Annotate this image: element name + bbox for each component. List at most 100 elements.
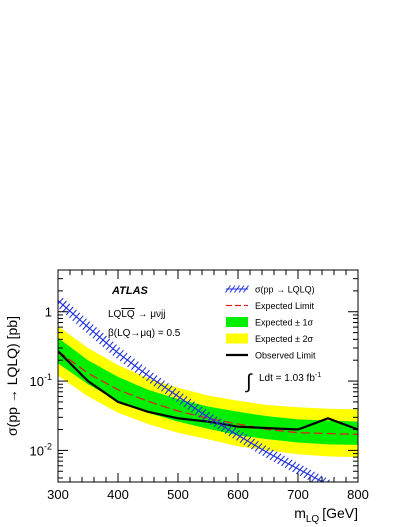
experiment-label: ATLAS	[111, 285, 149, 297]
hatch-mark	[95, 332, 104, 342]
hatch-mark	[142, 369, 151, 379]
hatch-mark	[59, 300, 67, 310]
legend-label: Expected ± 1σ	[255, 318, 313, 328]
x-tick-label: 600	[227, 487, 249, 502]
lumi-text: Ldt = 1.03 fb	[259, 373, 315, 384]
hatch-mark	[239, 434, 248, 443]
hatch-mark	[235, 432, 244, 441]
hatch-mark	[228, 427, 237, 437]
hatch-mark	[92, 329, 101, 339]
hatch-mark	[310, 473, 319, 482]
hatch-mark	[269, 451, 278, 461]
hatch-mark	[160, 382, 169, 392]
y-tick-label: 10-2	[30, 441, 52, 458]
hatch-mark	[75, 315, 84, 325]
hatch-mark	[284, 459, 293, 469]
hatch-mark	[65, 306, 74, 316]
hatch-mark	[115, 349, 124, 359]
hatch-mark	[295, 465, 304, 475]
y-tick-label: 10-1	[30, 372, 52, 389]
hatch-mark	[247, 438, 256, 448]
band-1sigma	[58, 337, 358, 445]
theory-hatch	[58, 297, 345, 496]
hatch-mark	[288, 461, 297, 471]
hatch-mark	[72, 312, 81, 322]
hatch-mark	[243, 436, 252, 446]
hatch-mark	[292, 463, 301, 473]
integral-sign: ∫	[245, 371, 253, 393]
legend: σ(pp → LQLQ) Expected Limit Expected ± 1σ E…	[225, 285, 316, 361]
x-axis-label-main: m	[294, 505, 306, 521]
x-tick-label: 300	[47, 487, 69, 502]
legend-item-theory: σ(pp → LQLQ)	[225, 285, 315, 295]
hatch-mark	[164, 385, 173, 395]
hatch-mark	[112, 347, 121, 356]
hatch-mark	[109, 344, 117, 353]
beta-label: β(LQ→μq) = 0.5	[108, 328, 181, 339]
hatch-mark	[265, 449, 274, 459]
legend-item-observed: Observed Limit	[226, 351, 316, 361]
process-overline: LQ	[121, 309, 135, 320]
hatch-mark	[153, 377, 162, 387]
hatch-mark	[179, 396, 188, 405]
hatch-mark	[198, 409, 207, 418]
expected-limit-line	[58, 350, 358, 436]
observed-limit-line	[58, 350, 358, 431]
hatch-mark	[62, 303, 71, 313]
hatch-mark	[209, 416, 218, 426]
hatch-mark	[127, 358, 136, 368]
legend-hatch-mark	[238, 285, 245, 293]
x-tick-label: 500	[167, 487, 189, 502]
legend-item-expected: Expected Limit	[226, 301, 315, 311]
plot-frame	[57, 269, 359, 483]
hatch-mark	[205, 414, 214, 423]
lumi-annotation: ∫ Ldt = 1.03 fb-1	[245, 371, 321, 393]
hatch-mark	[89, 327, 97, 336]
hatch-mark	[213, 418, 222, 428]
hatch-mark	[168, 388, 177, 397]
hatch-mark	[145, 372, 154, 382]
hatch-mark	[273, 453, 282, 463]
hatch-mark	[258, 445, 267, 454]
hatch-mark	[307, 471, 316, 481]
legend-hatch-mark	[229, 285, 236, 293]
hatch-mark	[250, 440, 259, 450]
lumi-exponent: -1	[315, 372, 321, 379]
hatch-mark	[338, 488, 345, 496]
legend-swatch	[226, 317, 248, 327]
hatch-mark	[123, 355, 132, 365]
plot-area	[58, 297, 358, 496]
x-tick-label: 700	[287, 487, 309, 502]
hatch-mark	[202, 411, 211, 421]
axes: 300 400 500 600 700 800 1 10-1 10-2	[30, 269, 369, 502]
x-axis-label-sub: LQ	[306, 514, 320, 525]
hatch-mark	[99, 335, 107, 345]
legend-swatch	[225, 285, 249, 293]
hatch-mark	[299, 467, 308, 477]
legend-hatch-mark	[234, 285, 240, 293]
hatch-mark	[190, 403, 199, 413]
process-suffix: → μνjj	[135, 309, 166, 320]
hatch-mark	[149, 375, 158, 384]
legend-label: Observed Limit	[255, 351, 316, 361]
legend-swatch	[226, 333, 248, 344]
hatch-mark	[220, 423, 229, 432]
hatch-mark	[183, 398, 192, 408]
lumi-label: Ldt = 1.03 fb-1	[259, 372, 321, 384]
hatch-mark	[105, 341, 114, 351]
hatch-mark	[85, 324, 94, 333]
x-axis-label: mLQ [GeV]	[294, 505, 358, 525]
hatch-mark	[330, 484, 337, 492]
y-axis-label-group: σ(pp → LQLQ) [pb]	[4, 316, 20, 436]
hatch-mark	[130, 361, 139, 370]
hatch-mark	[134, 364, 143, 373]
legend-label: Expected ± 2σ	[255, 334, 313, 344]
hatch-mark	[157, 380, 166, 390]
hatch-mark	[224, 425, 233, 435]
hatch-mark	[303, 469, 312, 479]
hatch-mark	[187, 401, 196, 410]
legend-hatch-mark	[243, 285, 249, 293]
legend-item-band1: Expected ± 1σ	[226, 317, 313, 328]
legend-label: σ(pp → LQLQ)	[255, 285, 315, 295]
